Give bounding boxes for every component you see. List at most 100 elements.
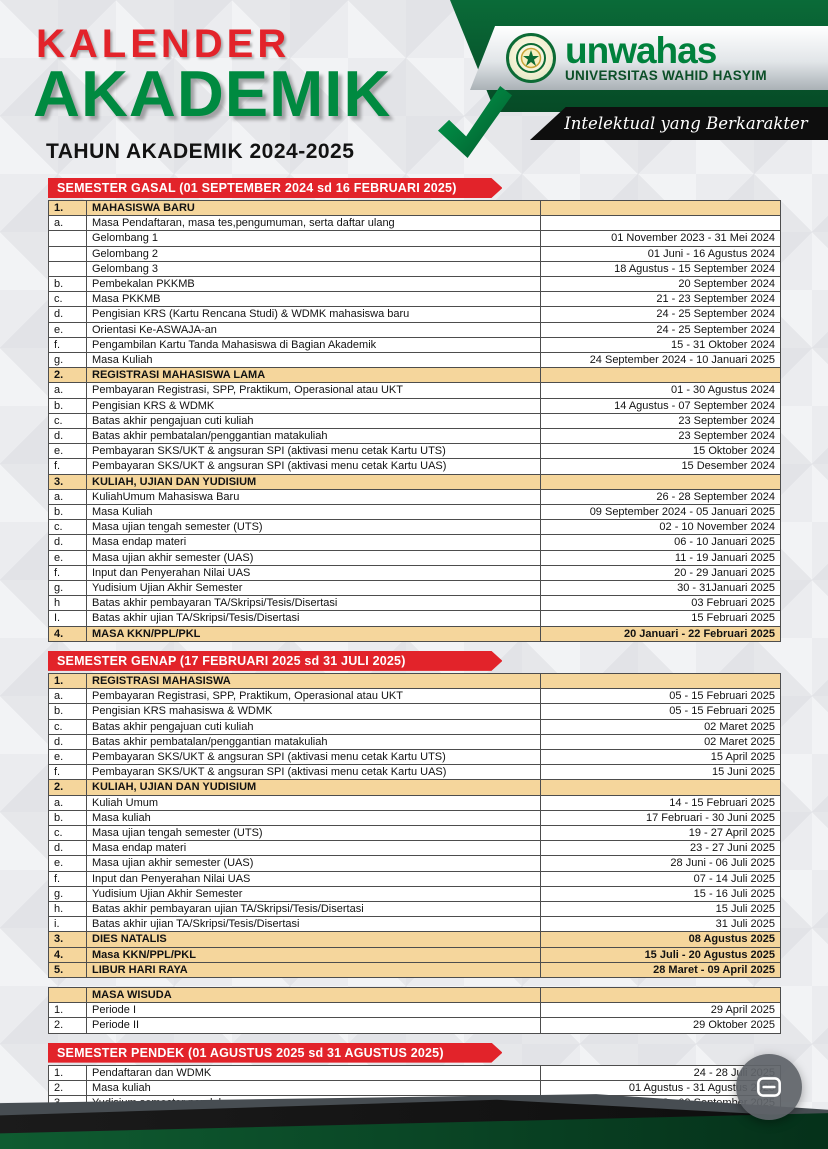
cell-no: 2.: [48, 779, 87, 796]
section-banner: SEMESTER GENAP (17 FEBRUARI 2025 sd 31 J…: [48, 651, 502, 671]
cell-date: 02 - 10 November 2024: [540, 519, 781, 536]
cell-date: 02 Maret 2025: [540, 733, 781, 750]
cell-label: Yudisium semester pendek: [86, 1094, 541, 1112]
unwahas-logotype: unwahas: [565, 30, 717, 72]
calendar-table: 1. Pendaftaran dan WDMK 24 - 28 Juli 2025 2…: [48, 1064, 781, 1112]
cell-date: 29 Oktober 2025: [540, 1017, 781, 1034]
cell-no: 4.: [48, 625, 87, 642]
cell-date: 26 - 28 September 2024: [540, 488, 781, 506]
cell-no: 3.: [48, 931, 87, 948]
cell-date: [540, 367, 781, 384]
table-row: 2. KULIAH, UJIAN DAN YUDISIUM: [48, 779, 781, 796]
table-row: I. Batas akhir ujian TA/Skripsi/Tesis/Dis…: [48, 610, 781, 627]
cell-label: Masa Pendaftaran, masa tes,pengumuman, s…: [86, 215, 541, 232]
cell-no: e.: [48, 549, 87, 566]
cell-date: 05 - 15 Februari 2025: [540, 688, 781, 705]
cell-no: d.: [48, 733, 87, 750]
section-banner: SEMESTER GASAL (01 SEPTEMBER 2024 sd 16 …: [48, 178, 502, 198]
cell-no: b.: [48, 809, 87, 826]
cell-no: [48, 230, 87, 247]
table-row: d. Batas akhir pembatalan/penggantian mat…: [48, 428, 781, 445]
cell-label: Pembekalan PKKMB: [86, 276, 541, 293]
cell-no: b.: [48, 504, 87, 521]
section-semester-gasal: SEMESTER GASAL (01 SEPTEMBER 2024 sd 16 …: [48, 178, 781, 642]
table-row: 1. MAHASISWA BARU: [48, 199, 781, 217]
cell-label: Pengisian KRS (Kartu Rencana Studi) & WD…: [86, 306, 541, 323]
section-banner-text: SEMESTER PENDEK (01 AGUSTUS 2025 sd 31 A…: [57, 1045, 444, 1060]
cell-label: REGISTRASI MAHASISWA: [86, 672, 541, 690]
title-tahun-akademik: TAHUN AKADEMIK 2024-2025: [46, 140, 355, 163]
cell-label: Masa ujian tengah semester (UTS): [86, 824, 541, 842]
cell-date: 17 Februari - 30 Juni 2025: [540, 809, 781, 826]
cell-no: i.: [48, 916, 87, 933]
table-row: 2. Periode II 29 Oktober 2025: [48, 1017, 781, 1034]
title-kalender: KALENDER: [36, 22, 291, 66]
cell-no: e.: [48, 855, 87, 872]
table-row: g. Masa Kuliah 24 September 2024 - 10 Janu…: [48, 352, 781, 369]
cell-date: 14 Agustus - 07 September 2024: [540, 397, 781, 414]
cell-no: b.: [48, 276, 87, 293]
table-row: g. Yudisium Ujian Akhir Semester 15 - 16 J…: [48, 885, 781, 902]
cell-label: Pembayaran Registrasi, SPP, Praktikum, O…: [86, 382, 541, 399]
cell-date: 23 - 27 Juni 2025: [540, 840, 781, 857]
table-row: 2. REGISTRASI MAHASISWA LAMA: [48, 367, 781, 384]
cell-date: [540, 473, 781, 490]
cell-date: 01 - 30 Agustus 2024: [540, 382, 781, 399]
cell-no: 5.: [48, 961, 87, 978]
cell-label: Masa PKKMB: [86, 291, 541, 308]
table-row: f. Input dan Penyerahan Nilai UAS 07 - 14 …: [48, 870, 781, 887]
cell-date: [540, 779, 781, 796]
cell-label: Batas akhir pembatalan/penggantian matak…: [86, 733, 541, 750]
cell-label: Pendaftaran dan WDMK: [86, 1064, 541, 1081]
table-row: g. Yudisium Ujian Akhir Semester 30 - 31Ja…: [48, 580, 781, 597]
cell-label: Masa Kuliah: [86, 504, 541, 521]
table-row: 3. Yudisium semester pendek 08 - 09 Septem…: [48, 1094, 781, 1112]
cell-no: 2.: [48, 1017, 87, 1034]
cell-no: h.: [48, 900, 87, 918]
cell-date: [540, 215, 781, 232]
cell-no: 2.: [48, 1079, 87, 1096]
cell-date: 21 - 23 September 2024: [540, 291, 781, 308]
cell-label: Input dan Penyerahan Nilai UAS: [86, 564, 541, 582]
cell-date: 23 September 2024: [540, 428, 781, 445]
cell-label: MASA KKN/PPL/PKL: [86, 625, 541, 642]
cell-no: c.: [48, 718, 87, 735]
cell-date: [540, 672, 781, 690]
cell-no: a.: [48, 215, 87, 232]
section-banner-text: SEMESTER GASAL (01 SEPTEMBER 2024 sd 16 …: [57, 181, 457, 195]
cell-label: Batas akhir pembayaran TA/Skripsi/Tesis/…: [86, 595, 541, 612]
cell-no: [48, 245, 87, 262]
table-row: d. Masa endap materi 06 - 10 Januari 2025: [48, 534, 781, 551]
cell-label: MAHASISWA BARU: [86, 199, 541, 217]
cell-no: f.: [48, 764, 87, 781]
table-row: b. Masa Kuliah 09 September 2024 - 05 Janu…: [48, 504, 781, 521]
cell-no: g.: [48, 885, 87, 902]
table-row: e. Pembayaran SKS/UKT & angsuran SPI (akt…: [48, 443, 781, 460]
cell-date: 30 - 31Januari 2025: [540, 580, 781, 597]
cell-no: 1.: [48, 1002, 87, 1019]
cell-no: f.: [48, 458, 87, 475]
cell-no: f.: [48, 336, 87, 354]
table-row: 1. Pendaftaran dan WDMK 24 - 28 Juli 2025: [48, 1064, 781, 1081]
cell-label: Pembayaran Registrasi, SPP, Praktikum, O…: [86, 688, 541, 705]
floating-screenshot-button[interactable]: [736, 1054, 802, 1120]
cell-no: 3.: [48, 473, 87, 490]
university-name: UNIVERSITAS WAHID HASYIM: [565, 68, 767, 84]
table-row: 4. MASA KKN/PPL/PKL 20 Januari - 22 Februa…: [48, 625, 781, 642]
cell-date: 01 Juni - 16 Agustus 2024: [540, 245, 781, 262]
cell-label: Batas akhir ujian TA/Skripsi/Tesis/Diser…: [86, 610, 541, 627]
green-check-shape: [438, 86, 512, 158]
cell-label: Masa Kuliah: [86, 352, 541, 369]
cell-no: c.: [48, 519, 87, 536]
section-masa-wisuda: MASA WISUDA 1. Periode I 29 April 2025 2. Per…: [48, 986, 781, 1034]
cell-date: 24 September 2024 - 10 Januari 2025: [540, 352, 781, 369]
calendar-table: MASA WISUDA 1. Periode I 29 April 2025 2. Per…: [48, 986, 781, 1034]
cell-label: REGISTRASI MAHASISWA LAMA: [86, 367, 541, 384]
cell-date: 19 - 27 April 2025: [540, 824, 781, 842]
cell-label: Gelombang 2: [86, 245, 541, 262]
cell-no: e.: [48, 321, 87, 338]
cell-label: Masa kuliah: [86, 1079, 541, 1096]
cell-date: 08 Agustus 2025: [540, 931, 781, 948]
table-row: 3. KULIAH, UJIAN DAN YUDISIUM: [48, 473, 781, 490]
table-row: f. Pembayaran SKS/UKT & angsuran SPI (akt…: [48, 764, 781, 781]
